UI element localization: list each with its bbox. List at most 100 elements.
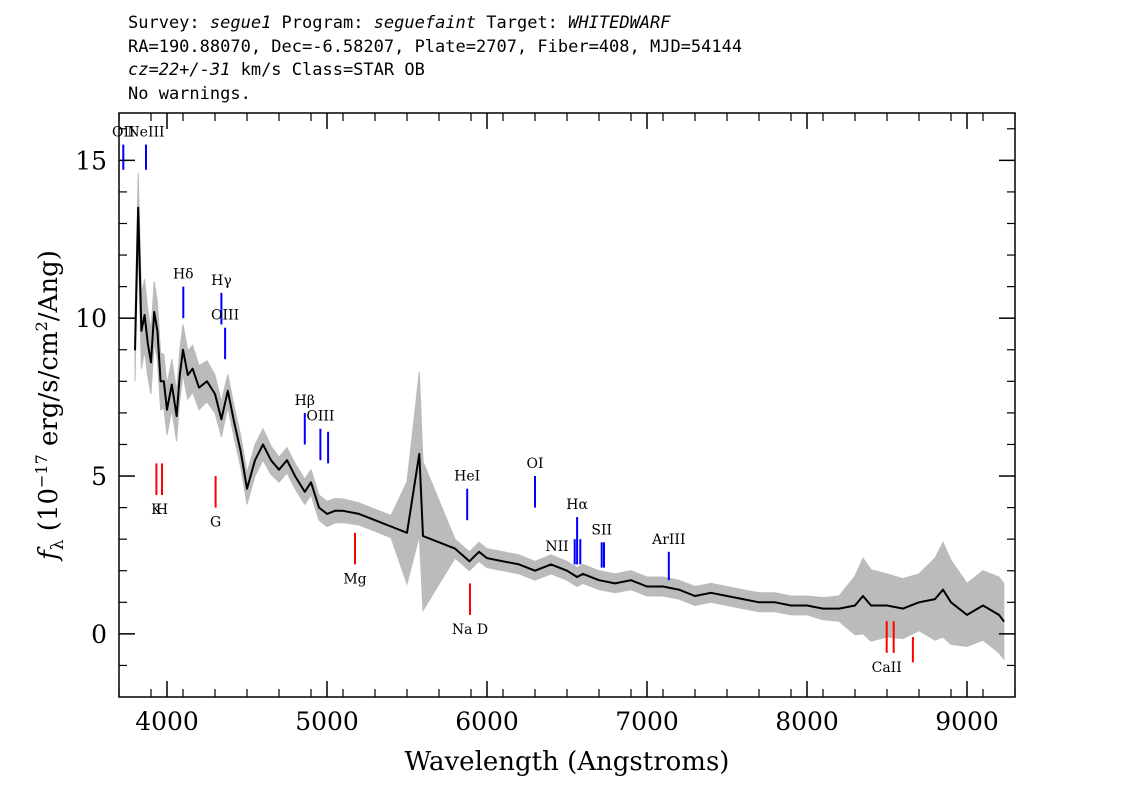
flux-point <box>854 604 856 607</box>
flux-point <box>310 481 312 484</box>
flux-point <box>582 573 584 575</box>
flux-point <box>534 569 536 572</box>
program-label: Program: <box>271 13 374 33</box>
flux-point <box>902 607 904 610</box>
svg-text:fλ (10−17 erg/s/cm2/Ang): fλ (10−17 erg/s/cm2/Ang) <box>32 250 68 562</box>
line-marker-label: G <box>210 515 221 531</box>
flux-point <box>598 579 600 581</box>
flux-point <box>646 585 648 588</box>
flux-point <box>214 393 216 395</box>
x-tick-label: 9000 <box>935 707 999 736</box>
line-marker-label: OI <box>526 456 543 472</box>
flux-point <box>254 459 256 462</box>
flux-point <box>175 415 178 417</box>
flux-point <box>286 459 288 462</box>
flux-error-band <box>134 172 1005 661</box>
flux-point <box>502 560 504 563</box>
flux-point <box>156 330 159 332</box>
flux-point <box>678 588 680 591</box>
flux-point <box>342 510 344 512</box>
flux-point <box>318 506 320 509</box>
flux-point <box>486 557 488 559</box>
target-value: WHITEDWARF <box>568 13 671 33</box>
flux-point <box>406 532 408 534</box>
redshift-value: cz=22+/-31 <box>128 60 231 80</box>
flux-point <box>918 601 920 604</box>
line-marker-label: NII <box>545 539 568 555</box>
target-label: Target: <box>476 13 569 33</box>
program-value: seguefaint <box>373 13 477 33</box>
flux-point <box>206 380 208 383</box>
flux-point <box>334 510 336 512</box>
flux-point <box>710 592 712 594</box>
flux-point <box>758 601 760 604</box>
flux-point <box>198 386 200 389</box>
flux-point <box>418 453 421 455</box>
flux-point <box>278 468 280 471</box>
x-tick-label: 5000 <box>295 707 359 736</box>
flux-point <box>143 314 146 316</box>
line-marker-label: OIII <box>306 409 334 425</box>
flux-point <box>982 604 984 607</box>
flux-point <box>187 374 189 376</box>
survey-value: segue1 <box>209 13 272 33</box>
flux-point <box>950 601 952 604</box>
flux-point <box>438 541 440 544</box>
flux-point <box>140 330 143 332</box>
flux-point <box>942 588 944 591</box>
flux-point <box>166 408 168 411</box>
line-marker-label: Mg <box>343 571 366 587</box>
line-marker-label: Na D <box>452 622 488 638</box>
flux-point <box>862 595 864 597</box>
flux-point <box>270 459 272 462</box>
x-axis-label: Wavelength (Angstroms) <box>405 747 730 777</box>
flux-point <box>374 519 376 521</box>
line-marker-label: CaII <box>872 660 902 676</box>
flux-point <box>262 443 264 446</box>
axis-ticks: 4000 5000 6000 7000 8000 9000 0 5 10 15 <box>75 113 1016 736</box>
x-tick-label: 4000 <box>135 707 199 736</box>
line-marker-label: Hα <box>566 497 588 513</box>
flux-point <box>790 604 792 607</box>
warnings-line: No warnings. <box>128 83 251 104</box>
survey-label: Survey: <box>128 13 210 33</box>
flux-point <box>220 418 223 421</box>
line-marker-label: SII <box>591 522 612 538</box>
flux-point <box>630 579 632 581</box>
flux-point <box>233 421 235 424</box>
flux-point <box>454 547 456 550</box>
flux-point <box>246 487 248 490</box>
flux-point <box>171 383 173 386</box>
line-marker-label: OIII <box>211 308 239 324</box>
spectrum-header: Survey: segue1 Program: seguefaint Targe… <box>128 12 742 106</box>
flux-point <box>518 563 520 566</box>
flux-point <box>468 560 471 563</box>
coordinates-line: RA=190.88070, Dec=-6.58207, Plate=2707, … <box>128 36 743 57</box>
line-marker-label: ArIII <box>651 532 685 548</box>
flux-point <box>153 311 155 313</box>
line-marker-label: Hγ <box>211 273 232 289</box>
flux-point <box>191 367 194 370</box>
flux-point <box>614 582 616 585</box>
line-marker-label: Hδ <box>173 267 194 283</box>
flux-point <box>822 607 824 610</box>
y-axis-label: fλ (10−17 erg/s/cm2/Ang) <box>32 250 68 562</box>
flux-point <box>1003 620 1005 622</box>
line-marker-label: NeIII <box>127 125 164 141</box>
line-marker-label: K <box>151 502 162 518</box>
y-tick-label: 5 <box>91 462 107 491</box>
flux-point <box>742 598 744 600</box>
flux-point <box>137 206 139 209</box>
flux-point <box>576 576 578 578</box>
flux-point <box>239 450 242 452</box>
line-marker-label: HeI <box>454 469 480 485</box>
flux-point <box>390 525 392 528</box>
flux-point <box>662 585 664 588</box>
x-tick-label: 6000 <box>455 707 519 736</box>
flux-point <box>163 380 165 383</box>
flux-point <box>694 595 696 597</box>
flux-point <box>147 342 149 345</box>
flux-line <box>134 206 1005 622</box>
